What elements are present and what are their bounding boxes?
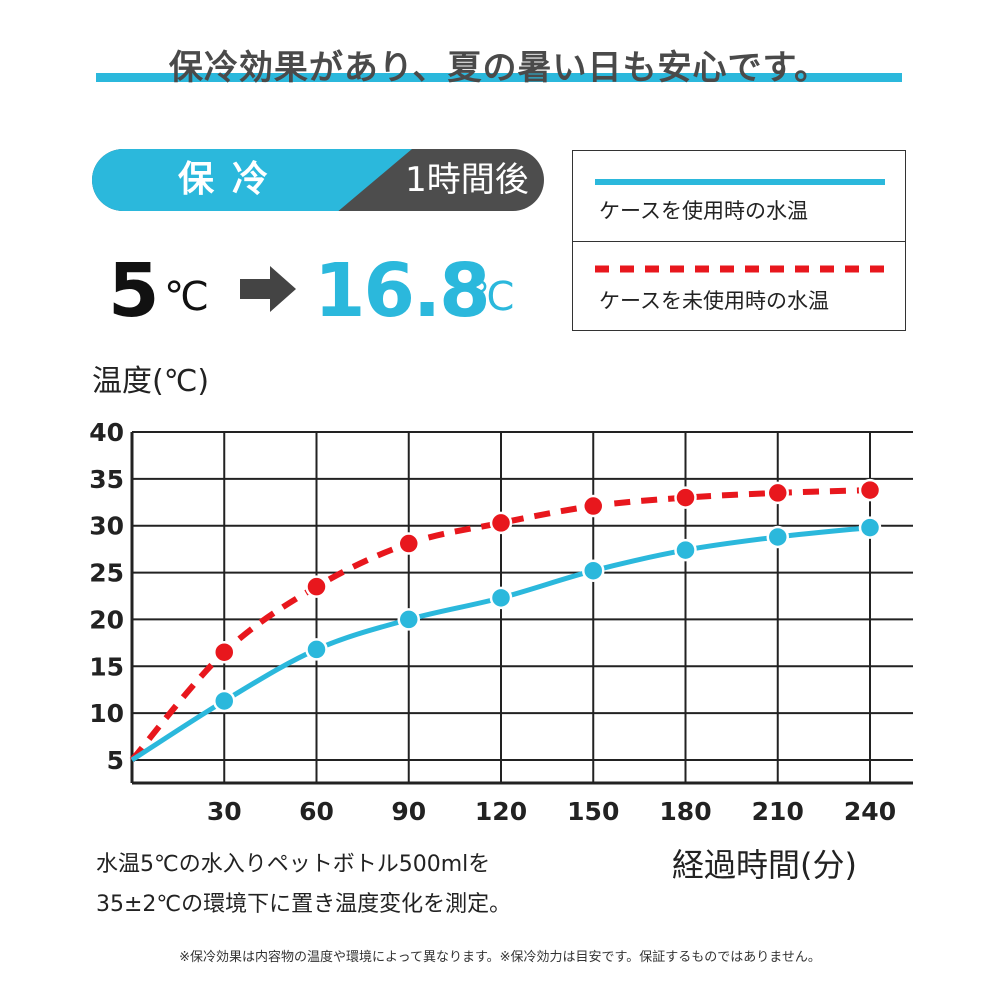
y-tick-label: 35 [89,465,124,494]
data-point-with-case [858,516,882,539]
disclaimer: ※保冷効果は内容物の温度や環境によって異なります。※保冷効力は目安です。保証する… [179,950,821,965]
data-point-with-case [766,525,789,549]
x-tick-label: 30 [207,797,242,826]
data-point-without-case [489,511,513,535]
data-point-with-case [305,638,328,661]
data-point-without-case [766,481,789,505]
y-tick-label: 20 [89,605,124,634]
legend-swatch-with-case [595,179,885,185]
temp-to-unit: ℃ [470,274,515,320]
x-tick-label: 210 [752,797,804,826]
headline-block: 保冷効果があり、夏の暑い日も安心です。 [96,40,902,88]
data-point-with-case [674,538,697,562]
x-tick-label: 120 [475,797,527,826]
headline-underline [96,73,902,82]
y-axis-label: 温度(℃) [92,364,210,399]
y-tick-label: 30 [89,512,124,541]
data-point-without-case [582,494,605,518]
x-axis-label: 経過時間(分) [672,846,857,884]
x-tick-label: 90 [391,797,426,826]
y-tick-label: 5 [107,746,124,775]
y-tick-label: 40 [89,418,124,447]
x-tick-label: 240 [844,797,896,826]
cooling-badge: 保冷 1時間後 [92,149,544,211]
data-point-without-case [858,478,882,502]
legend-label-with-case: ケースを使用時の水温 [599,199,808,223]
y-tick-label: 15 [89,652,124,681]
data-point-without-case [213,640,236,664]
data-point-with-case [582,559,605,582]
y-tick-label: 25 [89,559,124,588]
badge-label-time: 1時間後 [405,160,529,200]
headline: 保冷効果があり、夏の暑い日も安心です。 [168,48,830,88]
x-tick-label: 60 [299,797,334,826]
data-point-with-case [489,586,513,610]
chart-legend: ケースを使用時の水温 ケースを未使用時の水温 [572,150,906,331]
test-condition-line-1: 水温5℃の水入りペットボトル500mlを [96,852,491,877]
data-point-without-case [674,486,697,509]
test-condition-line-2: 35±2℃の環境下に置き温度変化を測定。 [96,892,512,917]
y-tick-label: 10 [89,699,124,728]
badge-label-cooling: 保冷 [177,159,286,200]
temp-from-unit: ℃ [164,274,209,320]
data-point-without-case [305,575,328,598]
legend-divider [573,241,905,242]
temp-to-value: 16.8 [314,248,491,334]
data-point-with-case [213,689,236,713]
temp-from-value: 5 [108,248,160,334]
data-point-with-case [397,608,420,631]
legend-label-without-case: ケースを未使用時の水温 [599,289,829,313]
x-tick-label: 150 [567,797,619,826]
x-tick-label: 180 [659,797,711,826]
arrow-right-icon [240,266,296,312]
data-point-without-case [397,532,420,555]
